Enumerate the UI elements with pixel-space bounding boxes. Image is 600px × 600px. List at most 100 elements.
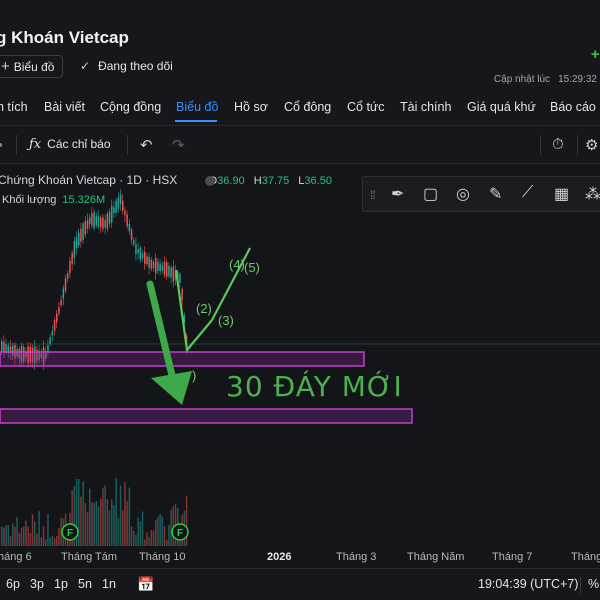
volume-bar [18, 532, 21, 546]
volume-bar [146, 532, 148, 546]
indicators-button[interactable]: ƒx Các chỉ báo [29, 137, 111, 152]
support-zone-upper[interactable] [0, 351, 365, 367]
candle [104, 220, 106, 228]
follow-button[interactable]: ✓ Đang theo dõi [80, 59, 173, 73]
tab-dividends[interactable]: Cổ tức [347, 100, 385, 114]
volume-bar [102, 488, 104, 546]
range-1m[interactable]: 1p [54, 577, 68, 591]
tab-community[interactable]: Cộng đồng [100, 100, 162, 114]
candle [71, 252, 73, 265]
circle-icon[interactable]: ◎ [456, 186, 470, 203]
range-3m[interactable]: 3p [30, 577, 44, 591]
volume-bar [86, 512, 89, 546]
volume-bar [104, 485, 106, 546]
candle [38, 350, 40, 361]
tab-price-history[interactable]: Giá quá khứ [467, 100, 536, 114]
range-5d[interactable]: 5n [78, 577, 92, 591]
tab-articles[interactable]: Bài viết [44, 100, 85, 114]
tab-shareholders[interactable]: Cổ đông [284, 100, 332, 114]
x-tick: Tháng Tám [61, 551, 118, 563]
drag-grip-icon[interactable]: ⁞⁞ [370, 188, 376, 202]
toolbar-dot [0, 143, 2, 147]
candle [174, 271, 177, 280]
redo-icon[interactable]: ↷ [172, 137, 185, 154]
candle [73, 241, 76, 258]
volume-bar [117, 518, 120, 546]
volume-bar [126, 501, 128, 546]
volume-bar [51, 535, 54, 546]
updated-label: Cập nhật lúc [493, 74, 551, 85]
timezone-clock[interactable]: 19:04:39 (UTC+7) [478, 577, 579, 591]
open-value: 36.90 [217, 175, 245, 187]
candle [179, 274, 181, 283]
candle [42, 346, 45, 365]
event-marker-circle[interactable] [171, 523, 189, 541]
ohlc-values: O36.90 H37.75 L36.50 [209, 175, 338, 187]
tab-chart[interactable]: Biểu đồ [176, 100, 219, 114]
volume-bar [135, 534, 137, 546]
candle [49, 337, 51, 345]
pattern-icon[interactable]: ⁂ [585, 186, 600, 203]
volume-bar [166, 539, 168, 546]
volume-bar [108, 510, 111, 546]
volume-bar [124, 482, 126, 546]
volume-bar [80, 496, 82, 546]
candle [47, 345, 49, 352]
candle [18, 348, 21, 358]
candle [89, 217, 91, 224]
volume-bar [115, 477, 117, 546]
tab-reports[interactable]: Báo cáo [550, 100, 596, 114]
calendar-icon[interactable]: 📅 [137, 576, 155, 592]
event-marker-circle[interactable] [61, 523, 79, 541]
volume-bar [168, 525, 170, 546]
gear-icon[interactable]: ⚙ [585, 137, 599, 154]
candle [137, 249, 139, 254]
undo-icon[interactable]: ↶ [140, 137, 153, 154]
volume-bar [38, 511, 40, 546]
check-icon: ✓ [80, 59, 91, 73]
candle [58, 307, 60, 314]
candle [25, 351, 27, 358]
candle [102, 217, 104, 229]
wave-label-3: (3) [218, 313, 234, 328]
candle [29, 346, 32, 363]
volume-bar [161, 516, 164, 546]
volume-bar [170, 509, 172, 546]
candle [31, 347, 34, 363]
percent-toggle[interactable]: % [588, 577, 600, 591]
support-zone-lower[interactable] [0, 408, 413, 424]
volume-bar [56, 535, 58, 546]
alert-clock-icon[interactable]: ⏱ [552, 136, 564, 153]
visibility-icon[interactable] [205, 176, 215, 186]
add-chart-button[interactable]: + Biểu đồ [0, 55, 64, 78]
volume-bar [40, 537, 43, 546]
symbol-label: Chứng Khoán Vietcap · 1D · HSX [0, 173, 178, 187]
tab-analysis[interactable]: n tích [0, 100, 28, 114]
candle [93, 211, 95, 229]
range-1d[interactable]: 1n [102, 577, 116, 591]
candle [34, 346, 36, 364]
volume-bar [157, 516, 159, 546]
rectangle-icon[interactable]: ▢ [423, 186, 439, 203]
brush-icon[interactable]: ✎ [489, 186, 503, 203]
elliott-wave-line [174, 247, 251, 352]
grid-icon[interactable]: ▦ [554, 186, 570, 203]
volume-bar [93, 502, 95, 546]
price-chart[interactable]: FF Chứng Khoán Vietcap · 1D · HSX O36.90… [0, 164, 600, 568]
tab-profile[interactable]: Hồ sơ [234, 100, 268, 114]
range-6m[interactable]: 6p [6, 577, 20, 591]
candle [40, 353, 43, 358]
candle [56, 313, 58, 323]
candle [1, 340, 3, 352]
pen-icon[interactable]: ✒ [391, 186, 405, 203]
volume-bar [7, 525, 10, 546]
line-icon[interactable]: ⟋ [522, 184, 534, 201]
candle [159, 263, 161, 271]
candle [124, 210, 126, 216]
volume-bar [36, 533, 38, 546]
fx-icon: ƒx [29, 137, 42, 152]
x-axis: háng 6 Tháng Tám Tháng 10 2026 Tháng 3 T… [0, 548, 600, 568]
candle [84, 221, 87, 235]
tab-financials[interactable]: Tài chính [400, 100, 452, 114]
